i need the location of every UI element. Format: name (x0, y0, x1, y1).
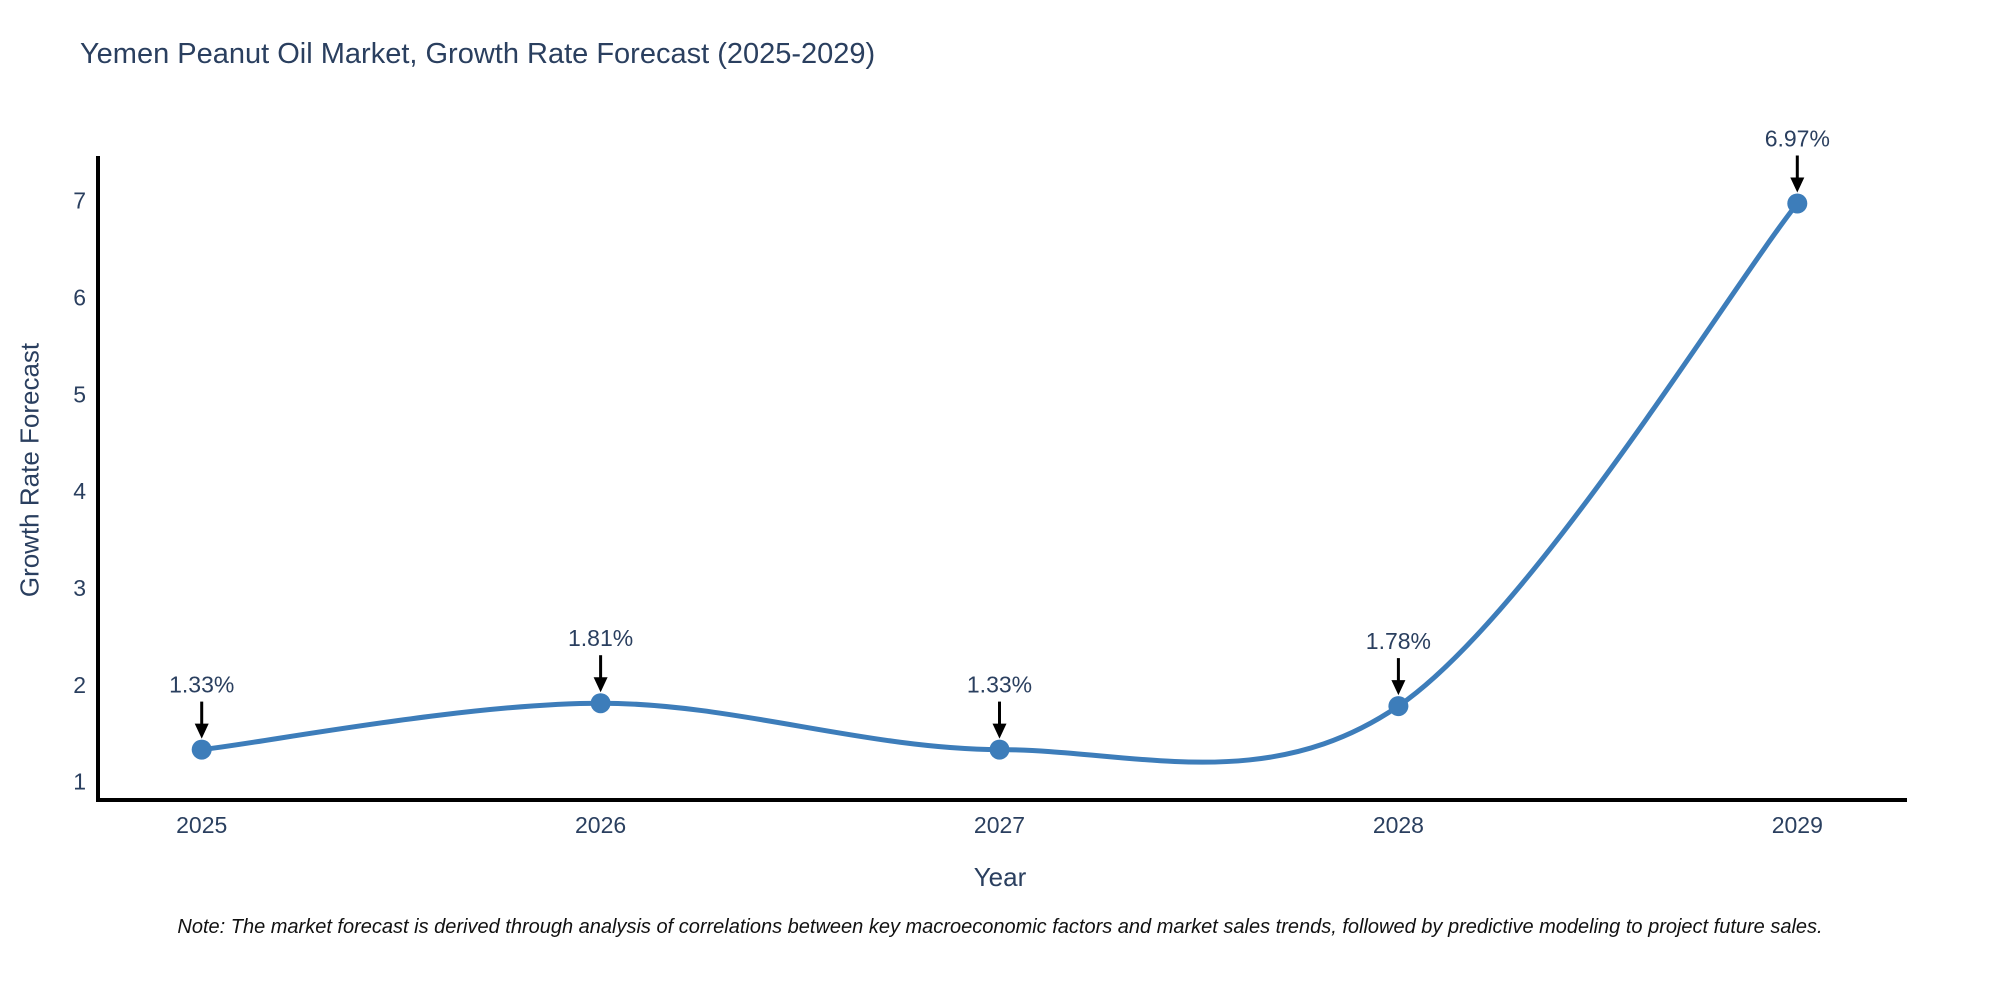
x-tick-label: 2027 (974, 812, 1025, 838)
data-point-label: 1.81% (568, 625, 633, 651)
data-point-marker (590, 693, 611, 714)
forecast-line (199, 201, 1800, 765)
data-point-marker (191, 739, 212, 760)
annotation-arrowhead-icon (593, 677, 608, 693)
x-tick-label: 2029 (1772, 812, 1823, 838)
data-point-marker (1787, 193, 1808, 214)
y-tick-label: 5 (73, 381, 86, 407)
footnote: Note: The market forecast is derived thr… (177, 916, 1823, 938)
chart-title: Yemen Peanut Oil Market, Growth Rate For… (80, 38, 876, 70)
data-point-marker (1388, 696, 1409, 717)
x-tick-label: 2026 (575, 812, 626, 838)
data-point-label: 6.97% (1765, 126, 1830, 152)
x-tick-label: 2025 (176, 812, 227, 838)
y-tick-label: 7 (73, 188, 86, 214)
data-point-label: 1.33% (169, 672, 234, 698)
x-axis-title: Year (973, 862, 1027, 892)
annotation-arrowhead-icon (1391, 680, 1406, 696)
data-point-label: 1.78% (1366, 628, 1431, 654)
annotation-arrowhead-icon (992, 723, 1007, 739)
data-point-marker (989, 739, 1010, 760)
x-tick-label: 2028 (1373, 812, 1424, 838)
y-tick-label: 4 (73, 478, 86, 504)
data-point-label: 1.33% (967, 672, 1032, 698)
y-tick-label: 1 (73, 769, 86, 795)
axis-lines (96, 156, 1907, 802)
y-tick-label: 2 (73, 672, 86, 698)
annotation-arrowhead-icon (194, 723, 209, 739)
y-tick-label: 3 (73, 575, 86, 601)
annotation-arrowhead-icon (1790, 177, 1805, 193)
y-tick-label: 6 (73, 284, 86, 310)
